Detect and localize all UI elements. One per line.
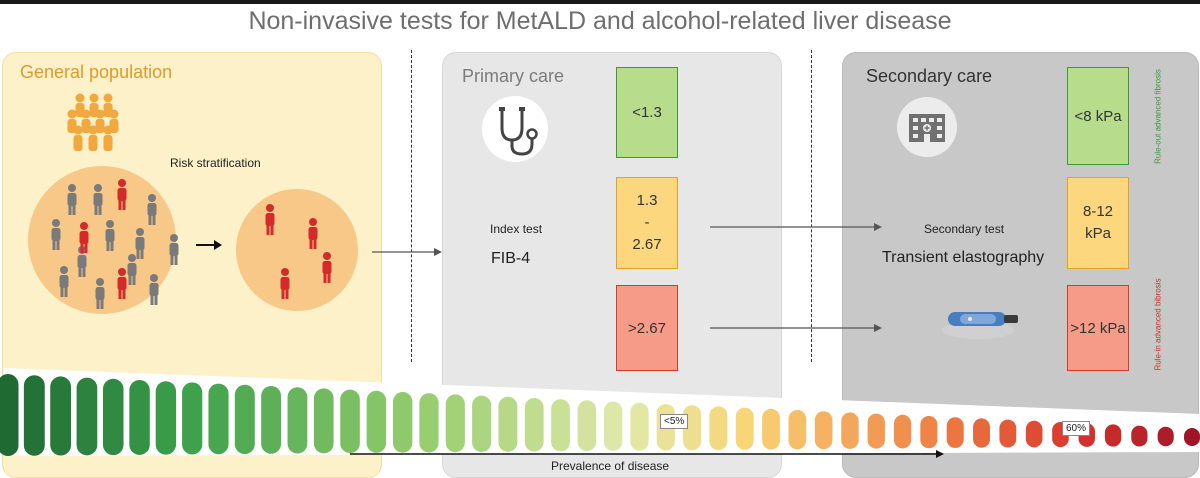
population-crowd-icon bbox=[67, 93, 119, 151]
prevalence-segment bbox=[472, 395, 492, 452]
prevalence-segment bbox=[551, 399, 570, 452]
prevalence-segment bbox=[603, 401, 623, 451]
secondary-care-title: Secondary care bbox=[866, 66, 993, 86]
high-prevalence-label: 60% bbox=[1062, 421, 1091, 436]
fib4-low-threshold-box: <1.3 bbox=[616, 67, 678, 158]
figure-title: Non-invasive tests for MetALD and alcoho… bbox=[248, 7, 952, 35]
prevalence-segment bbox=[445, 394, 465, 453]
prevalence-segment bbox=[762, 408, 780, 450]
index-test-label: Index test bbox=[490, 222, 543, 236]
te-low-threshold-box: <8 kPa bbox=[1067, 67, 1129, 165]
prevalence-segment bbox=[102, 378, 124, 456]
te-mid-unit: kPa bbox=[1085, 225, 1111, 242]
rule-out-label: Rule-out advanced fibrosis bbox=[1153, 69, 1163, 164]
prevalence-segment bbox=[261, 386, 282, 454]
prevalence-segment bbox=[788, 410, 807, 450]
prevalence-segment bbox=[208, 383, 229, 455]
fib4-low-threshold: <1.3 bbox=[632, 104, 662, 121]
low-prevalence-label: <5% bbox=[660, 414, 689, 429]
prevalence-segment bbox=[313, 388, 334, 454]
fib4-mid-upper: 2.67 bbox=[632, 236, 662, 253]
te-mid-threshold-box: 8-12 kPa bbox=[1067, 177, 1129, 269]
prevalence-segment bbox=[1157, 426, 1174, 447]
high-risk-circle bbox=[236, 189, 358, 311]
fib4-label: FIB-4 bbox=[491, 250, 531, 267]
risk-stratification-label: Risk stratification bbox=[170, 156, 261, 170]
prevalence-segment bbox=[393, 392, 413, 453]
prevalence-segment bbox=[287, 387, 308, 454]
te-mid-range: 8-12 bbox=[1082, 203, 1114, 220]
prevalence-segment bbox=[366, 390, 387, 453]
prevalence-segment bbox=[76, 377, 98, 456]
fibroscan-probe-icon bbox=[942, 312, 1018, 339]
te-low-threshold: <8 kPa bbox=[1074, 107, 1122, 125]
stethoscope-icon bbox=[482, 96, 548, 162]
prevalence-segment bbox=[23, 375, 45, 456]
prevalence-segment bbox=[1025, 420, 1043, 448]
prevalence-segment bbox=[709, 406, 728, 450]
hospital-icon bbox=[897, 97, 957, 157]
prevalence-segment bbox=[155, 381, 177, 455]
prevalence-segment bbox=[630, 402, 649, 451]
prevalence-segment bbox=[1184, 428, 1200, 446]
fib4-high-threshold-box: >2.67 bbox=[616, 285, 678, 371]
prevalence-segment bbox=[920, 416, 938, 449]
prevalence-segment bbox=[419, 393, 439, 453]
te-high-threshold: >12 kPa bbox=[1070, 319, 1126, 337]
fib4-mid-threshold-box: 1.3 - 2.67 bbox=[616, 177, 678, 269]
fib4-mid-dash: - bbox=[644, 214, 650, 231]
prevalence-segment bbox=[0, 374, 19, 456]
prevalence-segment bbox=[524, 398, 544, 452]
prevalence-segment bbox=[946, 417, 964, 448]
prevalence-gradient-bar bbox=[0, 368, 1200, 456]
prevalence-segment bbox=[867, 413, 885, 449]
primary-care-title: Primary care bbox=[462, 66, 565, 86]
fib4-mid-lower: 1.3 bbox=[636, 192, 658, 209]
fib4-high-threshold: >2.67 bbox=[628, 319, 666, 337]
prevalence-segment bbox=[50, 376, 72, 456]
prevalence-segment bbox=[234, 384, 255, 454]
prevalence-segment bbox=[129, 380, 150, 455]
general-population-title: General population bbox=[20, 62, 173, 82]
prevalence-axis-label: Prevalence of disease bbox=[551, 459, 670, 473]
divider-line bbox=[411, 50, 412, 362]
top-border bbox=[0, 0, 1200, 4]
prevalence-axis-arrow bbox=[350, 450, 944, 458]
prevalence-segment bbox=[577, 400, 597, 452]
divider-line bbox=[811, 50, 812, 362]
prevalence-segment bbox=[182, 382, 203, 455]
prevalence-segment bbox=[498, 396, 518, 452]
prevalence-segment bbox=[999, 419, 1017, 448]
transient-elastography-label: Transient elastography bbox=[882, 249, 1045, 266]
prevalence-segment bbox=[973, 418, 990, 448]
prevalence-segment bbox=[814, 411, 833, 450]
prevalence-segment bbox=[893, 414, 912, 449]
prevalence-segment bbox=[1104, 424, 1122, 447]
prevalence-segment bbox=[340, 389, 360, 454]
secondary-test-label: Secondary test bbox=[924, 222, 1005, 236]
prevalence-segment bbox=[1131, 425, 1148, 447]
te-high-threshold-box: >12 kPa bbox=[1067, 285, 1129, 371]
prevalence-segment bbox=[735, 407, 754, 450]
prevalence-segment bbox=[841, 412, 859, 449]
